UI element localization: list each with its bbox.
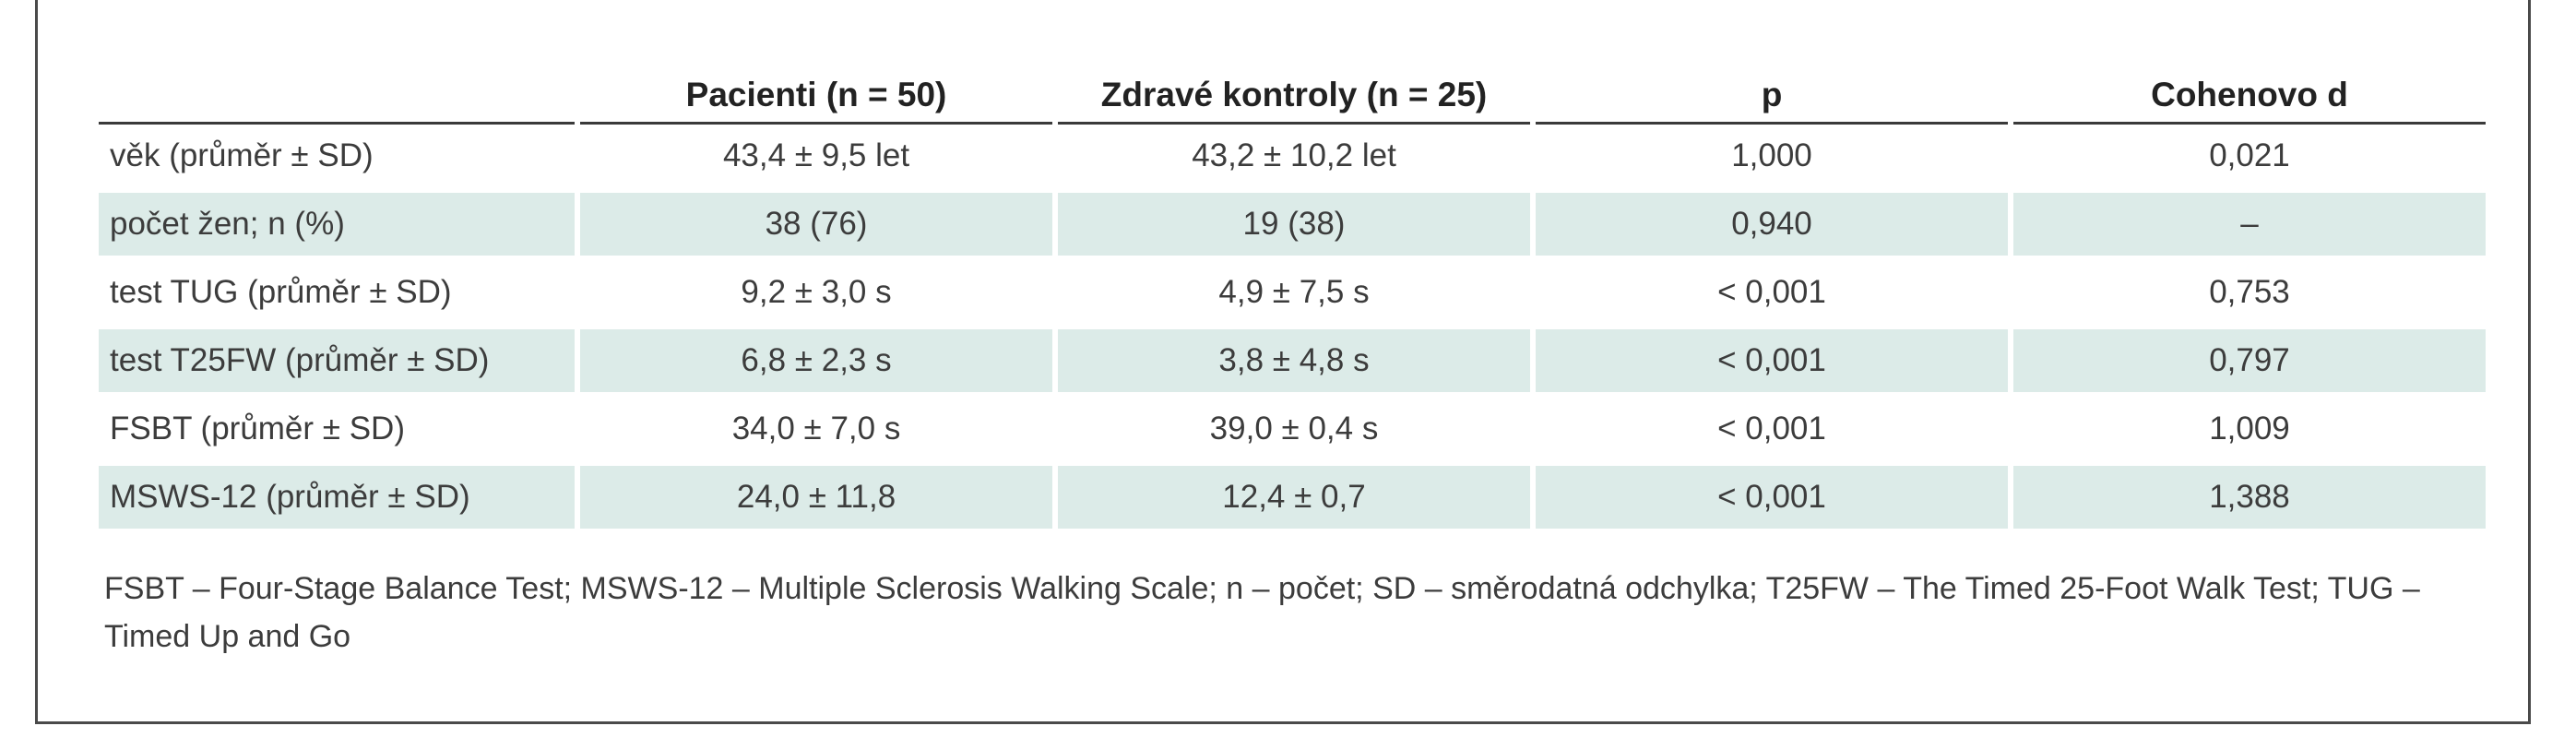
row-label: věk (průměr ± SD) (99, 125, 576, 193)
cell-patients: 43,4 ± 9,5 let (580, 125, 1053, 193)
cell-p: < 0,001 (1536, 329, 2008, 398)
cell-p: 1,000 (1536, 125, 2008, 193)
table-row: test T25FW (průměr ± SD) 6,8 ± 2,3 s 3,8… (99, 329, 2486, 398)
cell-cohen-d: 1,009 (2012, 398, 2486, 466)
table-frame: Pacienti (n = 50) Zdravé kontroly (n = 2… (35, 0, 2531, 724)
cell-cohen-d: – (2012, 193, 2486, 261)
cell-cohen-d: 0,753 (2012, 261, 2486, 329)
table-row: FSBT (průměr ± SD) 34,0 ± 7,0 s 39,0 ± 0… (99, 398, 2486, 466)
cell-p: < 0,001 (1536, 466, 2008, 534)
cell-p: < 0,001 (1536, 261, 2008, 329)
cell-patients: 38 (76) (580, 193, 1053, 261)
row-label: počet žen; n (%) (99, 193, 576, 261)
data-table: Pacienti (n = 50) Zdravé kontroly (n = 2… (93, 54, 2491, 534)
table-footnote: FSBT – Four-Stage Balance Test; MSWS-12 … (104, 571, 2420, 654)
header-cell-cohen-d: Cohenovo d (2012, 54, 2486, 125)
cell-cohen-d: 0,797 (2012, 329, 2486, 398)
cell-patients: 24,0 ± 11,8 (580, 466, 1053, 534)
cell-patients: 9,2 ± 3,0 s (580, 261, 1053, 329)
cell-controls: 12,4 ± 0,7 (1058, 466, 1530, 534)
header-cell-p: p (1536, 54, 2008, 125)
cell-p: < 0,001 (1536, 398, 2008, 466)
header-cell-label (99, 54, 576, 125)
row-label: test TUG (průměr ± SD) (99, 261, 576, 329)
table-row: MSWS-12 (průměr ± SD) 24,0 ± 11,8 12,4 ±… (99, 466, 2486, 534)
table-row: test TUG (průměr ± SD) 9,2 ± 3,0 s 4,9 ±… (99, 261, 2486, 329)
cell-patients: 34,0 ± 7,0 s (580, 398, 1053, 466)
header-cell-patients: Pacienti (n = 50) (580, 54, 1053, 125)
cell-patients: 6,8 ± 2,3 s (580, 329, 1053, 398)
table-row: věk (průměr ± SD) 43,4 ± 9,5 let 43,2 ± … (99, 125, 2486, 193)
cell-cohen-d: 0,021 (2012, 125, 2486, 193)
header-row: Pacienti (n = 50) Zdravé kontroly (n = 2… (99, 54, 2486, 125)
table-row: počet žen; n (%) 38 (76) 19 (38) 0,940 – (99, 193, 2486, 261)
cell-controls: 4,9 ± 7,5 s (1058, 261, 1530, 329)
row-label: FSBT (průměr ± SD) (99, 398, 576, 466)
cell-p: 0,940 (1536, 193, 2008, 261)
header-cell-controls: Zdravé kontroly (n = 25) (1058, 54, 1530, 125)
cell-controls: 3,8 ± 4,8 s (1058, 329, 1530, 398)
row-label: MSWS-12 (průměr ± SD) (99, 466, 576, 534)
cell-controls: 19 (38) (1058, 193, 1530, 261)
row-label: test T25FW (průměr ± SD) (99, 329, 576, 398)
cell-controls: 39,0 ± 0,4 s (1058, 398, 1530, 466)
cell-cohen-d: 1,388 (2012, 466, 2486, 534)
cell-controls: 43,2 ± 10,2 let (1058, 125, 1530, 193)
